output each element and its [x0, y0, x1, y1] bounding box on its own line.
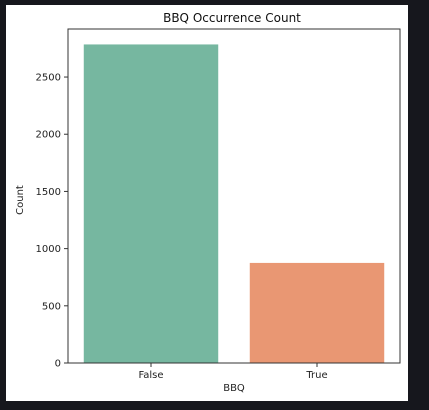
y-axis: 0 500 1000 1500 2000 2500 — [36, 73, 68, 370]
bar-chart: BBQ Occurrence Count 0 500 1000 1500 2000 250… — [15, 11, 401, 394]
y-tick-label: 2500 — [36, 73, 61, 84]
x-tick-label: False — [138, 370, 163, 381]
y-tick-label: 1500 — [36, 187, 61, 198]
bar-true — [249, 262, 385, 363]
y-tick-label: 2000 — [36, 130, 61, 141]
plot-frame — [67, 28, 401, 364]
y-tick-label: 500 — [42, 301, 61, 312]
bar-false — [83, 44, 219, 364]
bars — [83, 44, 385, 364]
x-tick-label: True — [305, 370, 327, 381]
x-axis: False True — [138, 363, 328, 381]
y-axis-label: Count — [15, 185, 26, 215]
y-tick-label: 0 — [55, 359, 61, 370]
chart-figure: BBQ Occurrence Count 0 500 1000 1500 2000 250… — [6, 5, 408, 401]
y-tick-label: 1000 — [36, 244, 61, 255]
x-axis-label: BBQ — [223, 383, 245, 394]
chart-title: BBQ Occurrence Count — [163, 11, 301, 25]
